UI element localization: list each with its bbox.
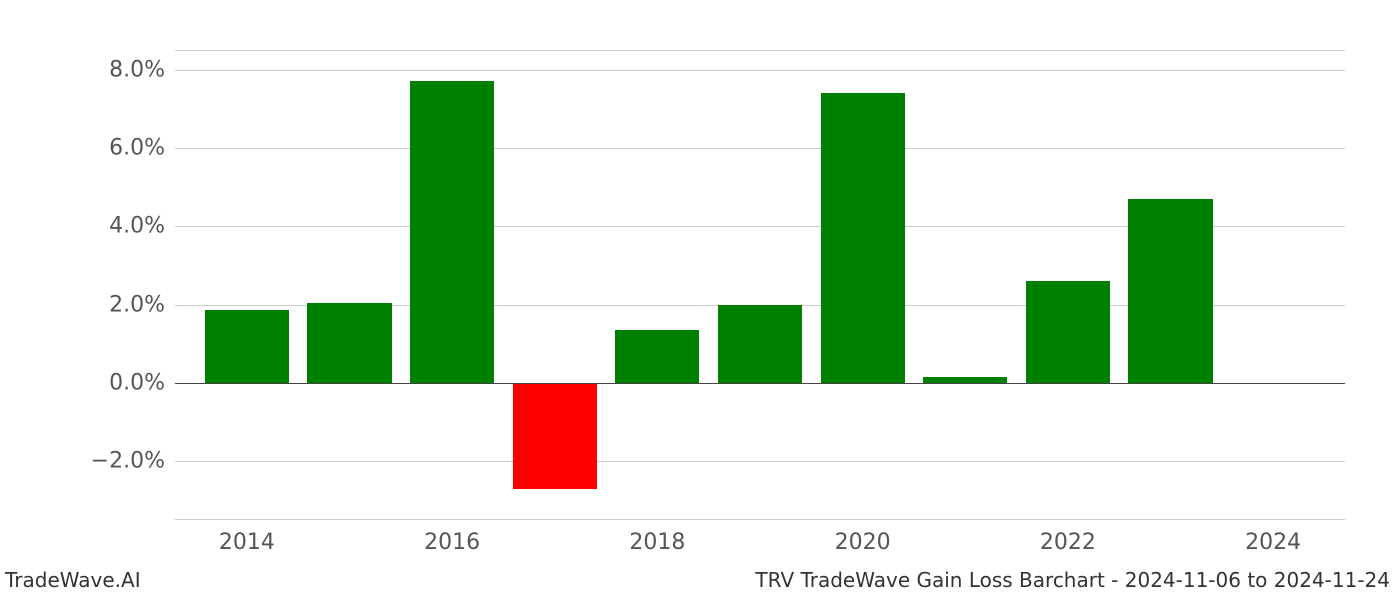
bar	[821, 93, 905, 383]
chart-plot-area	[175, 50, 1345, 520]
bar	[1128, 199, 1212, 383]
y-tick-label: 0.0%	[109, 370, 165, 395]
zero-line	[175, 383, 1345, 384]
x-tick-label: 2018	[629, 530, 685, 555]
y-tick-label: 6.0%	[109, 135, 165, 160]
x-tick-label: 2024	[1245, 530, 1301, 555]
footer-caption: TRV TradeWave Gain Loss Barchart - 2024-…	[755, 568, 1390, 592]
bar	[205, 310, 289, 382]
gridline	[175, 148, 1345, 149]
bar	[615, 330, 699, 383]
gridline	[175, 461, 1345, 462]
bar	[718, 305, 802, 383]
bar	[307, 303, 391, 383]
bar	[1026, 281, 1110, 383]
x-tick-label: 2014	[219, 530, 275, 555]
y-tick-label: 4.0%	[109, 214, 165, 239]
x-tick-label: 2016	[424, 530, 480, 555]
x-tick-label: 2022	[1040, 530, 1096, 555]
x-tick-label: 2020	[835, 530, 891, 555]
footer-brand: TradeWave.AI	[5, 568, 141, 592]
y-tick-label: 2.0%	[109, 292, 165, 317]
y-tick-label: −2.0%	[91, 449, 165, 474]
bar	[513, 383, 597, 489]
gridline	[175, 70, 1345, 71]
y-tick-label: 8.0%	[109, 57, 165, 82]
bar	[410, 81, 494, 383]
